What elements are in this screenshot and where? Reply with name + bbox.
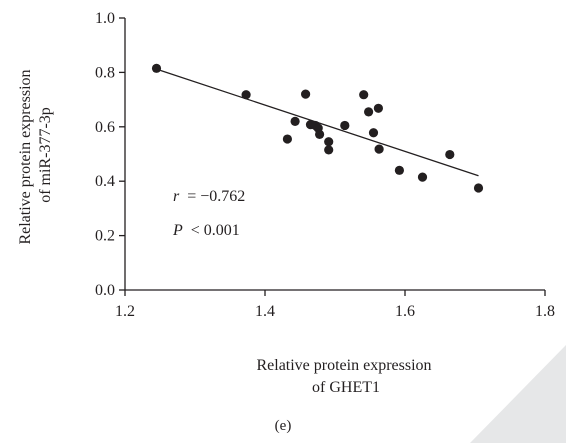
y-axis-title-line2: of miR-377-3p (37, 107, 54, 203)
r-value: = −0.762 (187, 188, 245, 205)
data-point (241, 90, 251, 100)
y-ticks: 0.0 0.2 0.4 0.6 0.8 1.0 (95, 10, 125, 299)
y-tick-label: 0.4 (95, 173, 115, 190)
data-point (340, 120, 350, 131)
r-symbol: r (173, 188, 180, 205)
data-point (364, 107, 374, 117)
x-axis-title: Relative protein expression of GHET1 (256, 357, 435, 396)
data-point (373, 103, 383, 113)
data-point (290, 116, 300, 126)
data-point (324, 137, 334, 147)
y-tick-label: 0.2 (95, 228, 115, 245)
data-point (374, 144, 384, 154)
x-axis-title-line2: of GHET1 (312, 379, 380, 396)
correlation-annotation: r = −0.762 (173, 188, 245, 205)
x-axis-title-line1: Relative protein expression (256, 357, 431, 374)
p-value: < 0.001 (191, 222, 240, 239)
x-tick-label: 1.4 (255, 303, 275, 320)
x-tick-label: 1.8 (535, 303, 555, 320)
data-point (151, 63, 162, 73)
figure-caption: (e) (275, 418, 292, 434)
y-tick-label: 1.0 (95, 10, 115, 27)
page-corner-decoration (470, 345, 566, 443)
data-point (473, 183, 484, 193)
x-ticks: 1.2 1.4 1.6 1.8 (115, 290, 555, 320)
data-point (417, 172, 428, 182)
y-tick-label: 0.6 (95, 119, 115, 136)
x-tick-label: 1.2 (115, 303, 135, 320)
y-axis-title-line1: Relative protein expression (17, 69, 34, 244)
y-tick-label: 0.8 (95, 64, 115, 81)
data-point (301, 89, 311, 99)
data-point (445, 149, 455, 160)
y-tick-label: 0.0 (95, 282, 115, 299)
data-point (315, 129, 325, 140)
y-axis-title: Relative protein expression of miR-377-3… (17, 65, 54, 244)
data-points (151, 63, 484, 193)
data-point (359, 90, 369, 100)
x-tick-label: 1.6 (395, 303, 415, 320)
data-point (324, 145, 334, 155)
data-point (394, 165, 404, 175)
data-point (282, 134, 292, 144)
p-value-annotation: P < 0.001 (172, 222, 240, 239)
data-point (368, 128, 379, 138)
p-symbol: P (172, 222, 183, 239)
